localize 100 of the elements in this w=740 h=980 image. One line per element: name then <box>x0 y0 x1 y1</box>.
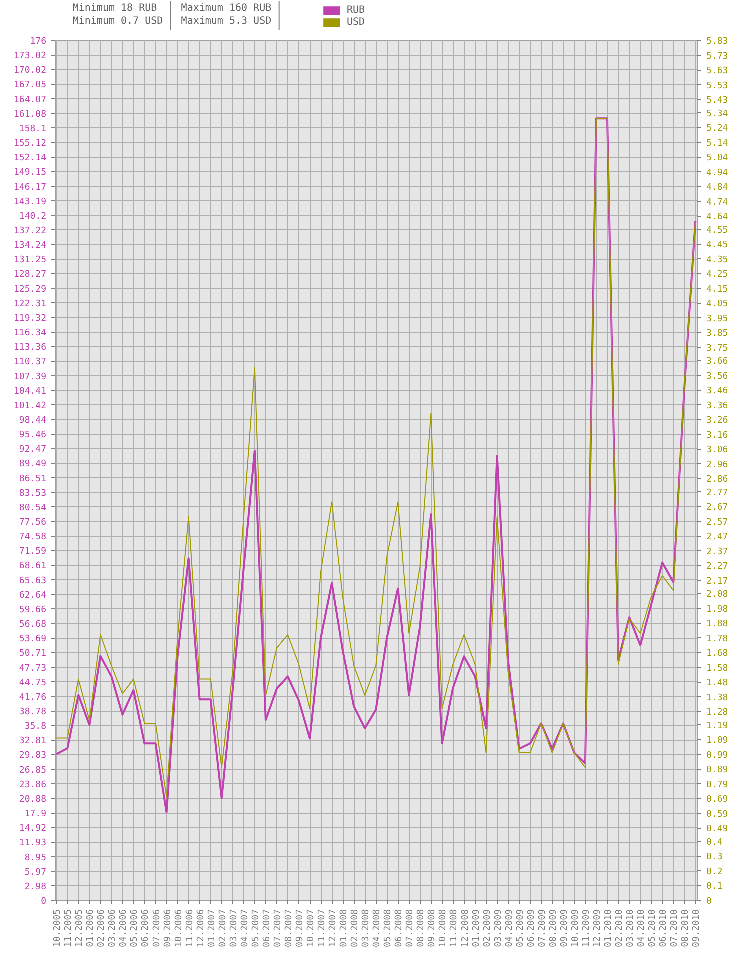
x-tick-label: 09.2010 <box>692 909 702 948</box>
legend-label: USD <box>347 17 366 28</box>
y2-tick-label: 4.74 <box>706 198 728 208</box>
y2-tick-label: 3.06 <box>706 446 728 456</box>
y2-tick-label: 0.69 <box>706 795 728 806</box>
x-tick-label: 07.2008 <box>406 909 416 948</box>
y2-tick-label: 0.89 <box>706 766 728 776</box>
x-tick-label: 01.2010 <box>604 909 614 948</box>
y2-tick-label: 2.37 <box>706 547 728 558</box>
x-tick-label: 09.2006 <box>163 909 174 948</box>
y-tick-label: 86.51 <box>19 474 46 484</box>
y-tick-label: 65.63 <box>19 576 46 586</box>
x-tick-label: 07.2007 <box>273 909 284 948</box>
x-tick-label: 10.2006 <box>174 909 184 948</box>
y-tick-label: 122.31 <box>14 299 47 310</box>
y-tick-label: 83.53 <box>19 488 46 499</box>
y2-tick-label: 3.66 <box>706 357 728 368</box>
y2-tick-label: 5.14 <box>706 138 728 149</box>
y2-tick-label: 4.35 <box>706 255 728 266</box>
y2-tick-label: 1.38 <box>706 693 728 704</box>
y2-tick-label: 1.78 <box>706 634 728 644</box>
y-tick-label: 95.46 <box>19 430 46 441</box>
y-tick-label: 119.32 <box>14 314 47 324</box>
y-tick-label: 80.54 <box>19 503 46 514</box>
y-tick-label: 23.86 <box>19 780 46 790</box>
y-tick-label: 161.08 <box>14 110 47 120</box>
x-tick-label: 05.2009 <box>516 909 526 948</box>
y-tick-label: 104.41 <box>14 386 47 397</box>
y-tick-label: 149.15 <box>14 168 47 178</box>
x-tick-label: 03.2008 <box>362 909 372 948</box>
x-tick-label: 03.2009 <box>494 909 504 948</box>
y-tick-label: 140.2 <box>19 212 46 222</box>
x-tick-label: 07.2009 <box>538 909 548 948</box>
x-tick-label: 05.2006 <box>130 909 140 948</box>
y2-tick-label: 2.57 <box>706 518 728 528</box>
x-tick-label: 12.2008 <box>460 909 471 948</box>
y2-tick-label: 2.96 <box>706 460 728 470</box>
y-tick-label: 20.88 <box>19 794 46 805</box>
x-tick-label: 12.2005 <box>75 909 86 948</box>
y-tick-label: 164.07 <box>14 95 47 106</box>
y2-tick-label: 0.4 <box>706 838 723 848</box>
y2-tick-label: 5.34 <box>706 109 728 120</box>
x-tick-label: 07.2006 <box>152 909 162 948</box>
x-tick-label: 02.2009 <box>482 909 493 948</box>
y2-tick-label: 5.43 <box>706 96 728 106</box>
y-tick-label: 29.83 <box>19 751 46 762</box>
y2-tick-label: 2.27 <box>706 562 728 572</box>
x-tick-label: 12.2009 <box>592 909 603 948</box>
x-tick-label: 10.2008 <box>438 909 449 948</box>
y-tick-label: 92.47 <box>19 445 46 456</box>
x-tick-label: 06.2007 <box>262 909 272 948</box>
y-tick-label: 32.81 <box>19 736 46 747</box>
y-tick-label: 56.68 <box>19 620 46 630</box>
y-tick-label: 59.66 <box>19 605 46 616</box>
y2-tick-label: 2.08 <box>706 590 728 600</box>
x-tick-label: 05.2007 <box>251 909 262 948</box>
x-tick-label: 06.2008 <box>394 909 405 948</box>
x-tick-label: 12.2007 <box>328 909 339 948</box>
x-tick-label: 11.2005 <box>64 909 74 948</box>
y2-tick-label: 0.2 <box>706 867 723 878</box>
x-tick-label: 03.2010 <box>626 909 636 948</box>
y-tick-label: 173.02 <box>14 52 47 62</box>
y-tick-label: 110.37 <box>14 358 47 368</box>
y2-tick-label: 5.63 <box>706 66 728 77</box>
y-tick-label: 35.8 <box>24 722 47 732</box>
x-tick-label: 08.2009 <box>548 909 559 948</box>
y-tick-label: 167.05 <box>14 80 47 91</box>
x-tick-label: 04.2006 <box>119 909 130 948</box>
y2-tick-label: 5.24 <box>706 124 728 134</box>
y-tick-label: 8.95 <box>24 853 47 864</box>
y2-tick-label: 3.16 <box>706 430 728 441</box>
x-tick-label: 09.2008 <box>428 909 438 948</box>
y-tick-label: 68.61 <box>19 562 46 572</box>
y-tick-label: 134.24 <box>14 241 47 252</box>
y2-tick-label: 4.45 <box>706 240 728 251</box>
text: Maximum 160 RUB <box>181 3 272 14</box>
y-tick-label: 74.58 <box>19 532 46 543</box>
y2-tick-label: 3.75 <box>706 344 728 354</box>
x-tick-label: 02.2007 <box>218 909 228 948</box>
x-tick-label: 02.2006 <box>97 909 108 948</box>
y2-tick-label: 5.53 <box>706 81 728 92</box>
y-tick-label: 89.49 <box>19 460 46 470</box>
x-tick-label: 10.2005 <box>53 909 64 948</box>
y2-tick-label: 4.15 <box>706 284 728 295</box>
y2-tick-label: 1.19 <box>706 721 728 732</box>
x-tick-label: 11.2009 <box>582 909 592 948</box>
x-tick-label: 08.2007 <box>284 909 294 948</box>
x-tick-label: 05.2008 <box>384 909 394 948</box>
y2-tick-label: 2.17 <box>706 576 728 587</box>
y-tick-label: 50.71 <box>19 649 46 660</box>
y-tick-label: 158.1 <box>19 124 46 134</box>
y2-tick-label: 1.28 <box>706 708 728 718</box>
y2-tick-label: 1.48 <box>706 678 728 689</box>
text: Maximum 5.3 USD <box>181 16 272 27</box>
y2-tick-label: 3.85 <box>706 329 728 340</box>
y2-tick-label: 4.64 <box>706 212 728 223</box>
y-tick-label: 17.9 <box>24 810 47 820</box>
y-tick-label: 131.25 <box>14 256 47 266</box>
x-tick-label: 01.2007 <box>207 909 218 948</box>
y2-tick-label: 1.88 <box>706 620 728 630</box>
